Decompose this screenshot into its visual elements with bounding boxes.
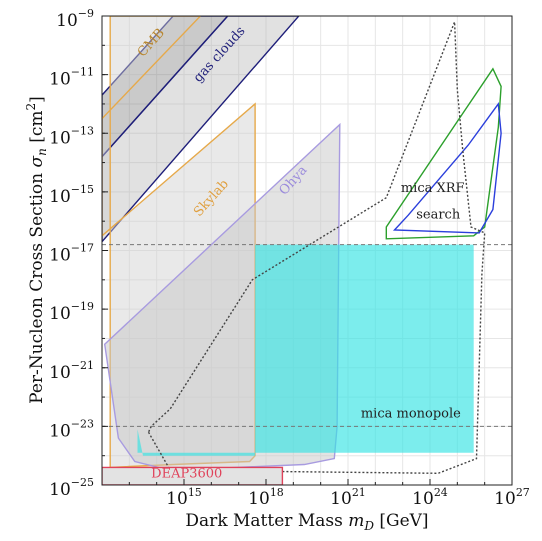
region-label: DEAP3600	[151, 467, 222, 482]
y-tick-label: 10−11	[49, 66, 94, 90]
y-axis-title-close: ]	[27, 96, 47, 103]
region-deap3600	[102, 466, 284, 485]
region-mica-xrf-search-blue	[392, 101, 502, 234]
region-cmb	[102, 16, 229, 158]
region-label: search	[416, 207, 461, 222]
y-axis-title-sub: n	[35, 148, 49, 156]
x-tick-label: 1015	[166, 486, 202, 509]
region-label: mica XRF	[401, 181, 465, 196]
y-tick-label: 10−15	[49, 183, 94, 207]
x-tick-label: 1018	[248, 486, 284, 509]
x-tick-label: 1021	[330, 486, 366, 509]
x-axis-title: Dark Matter Mass mD [GeV]	[185, 511, 428, 533]
tick-layer: 1015 1018 1021 1024 1027 10−9 10−11 10−13 10−15 1…	[49, 7, 530, 509]
region-gas-clouds	[102, 16, 300, 243]
y-tick-label: 10−19	[49, 300, 94, 324]
region-label: mica monopole	[361, 407, 461, 422]
y-tick-label: 10−9	[56, 7, 94, 31]
y-axis-title: Per-Nucleon Cross Section σn [cm2]	[24, 96, 49, 404]
region-mica-monopole	[137, 244, 474, 456]
y-tick-label: 10−13	[49, 124, 94, 148]
region-layer	[102, 16, 502, 485]
y-axis-title-symbol: σ	[27, 155, 47, 167]
hline-layer	[102, 244, 512, 427]
y-axis-title-unit: [cm	[27, 110, 47, 148]
x-axis-title-unit: [GeV]	[374, 511, 429, 531]
y-tick-label: 10−23	[49, 417, 94, 441]
x-axis-title-symbol: m	[348, 511, 364, 531]
region-dotted-envelope	[147, 21, 486, 475]
y-axis-title-text: Per-Nucleon Cross Section	[27, 167, 47, 403]
y-tick-label: 10−25	[49, 476, 94, 500]
y-axis-title-sup: 2	[24, 103, 38, 111]
y-tick-label: 10−17	[49, 242, 94, 266]
x-tick-label: 1024	[412, 486, 448, 509]
x-axis-title-sub: D	[363, 519, 374, 533]
y-tick-label: 10−21	[49, 359, 94, 383]
x-tick-label: 1027	[494, 486, 530, 509]
x-axis-title-text: Dark Matter Mass	[185, 511, 348, 531]
